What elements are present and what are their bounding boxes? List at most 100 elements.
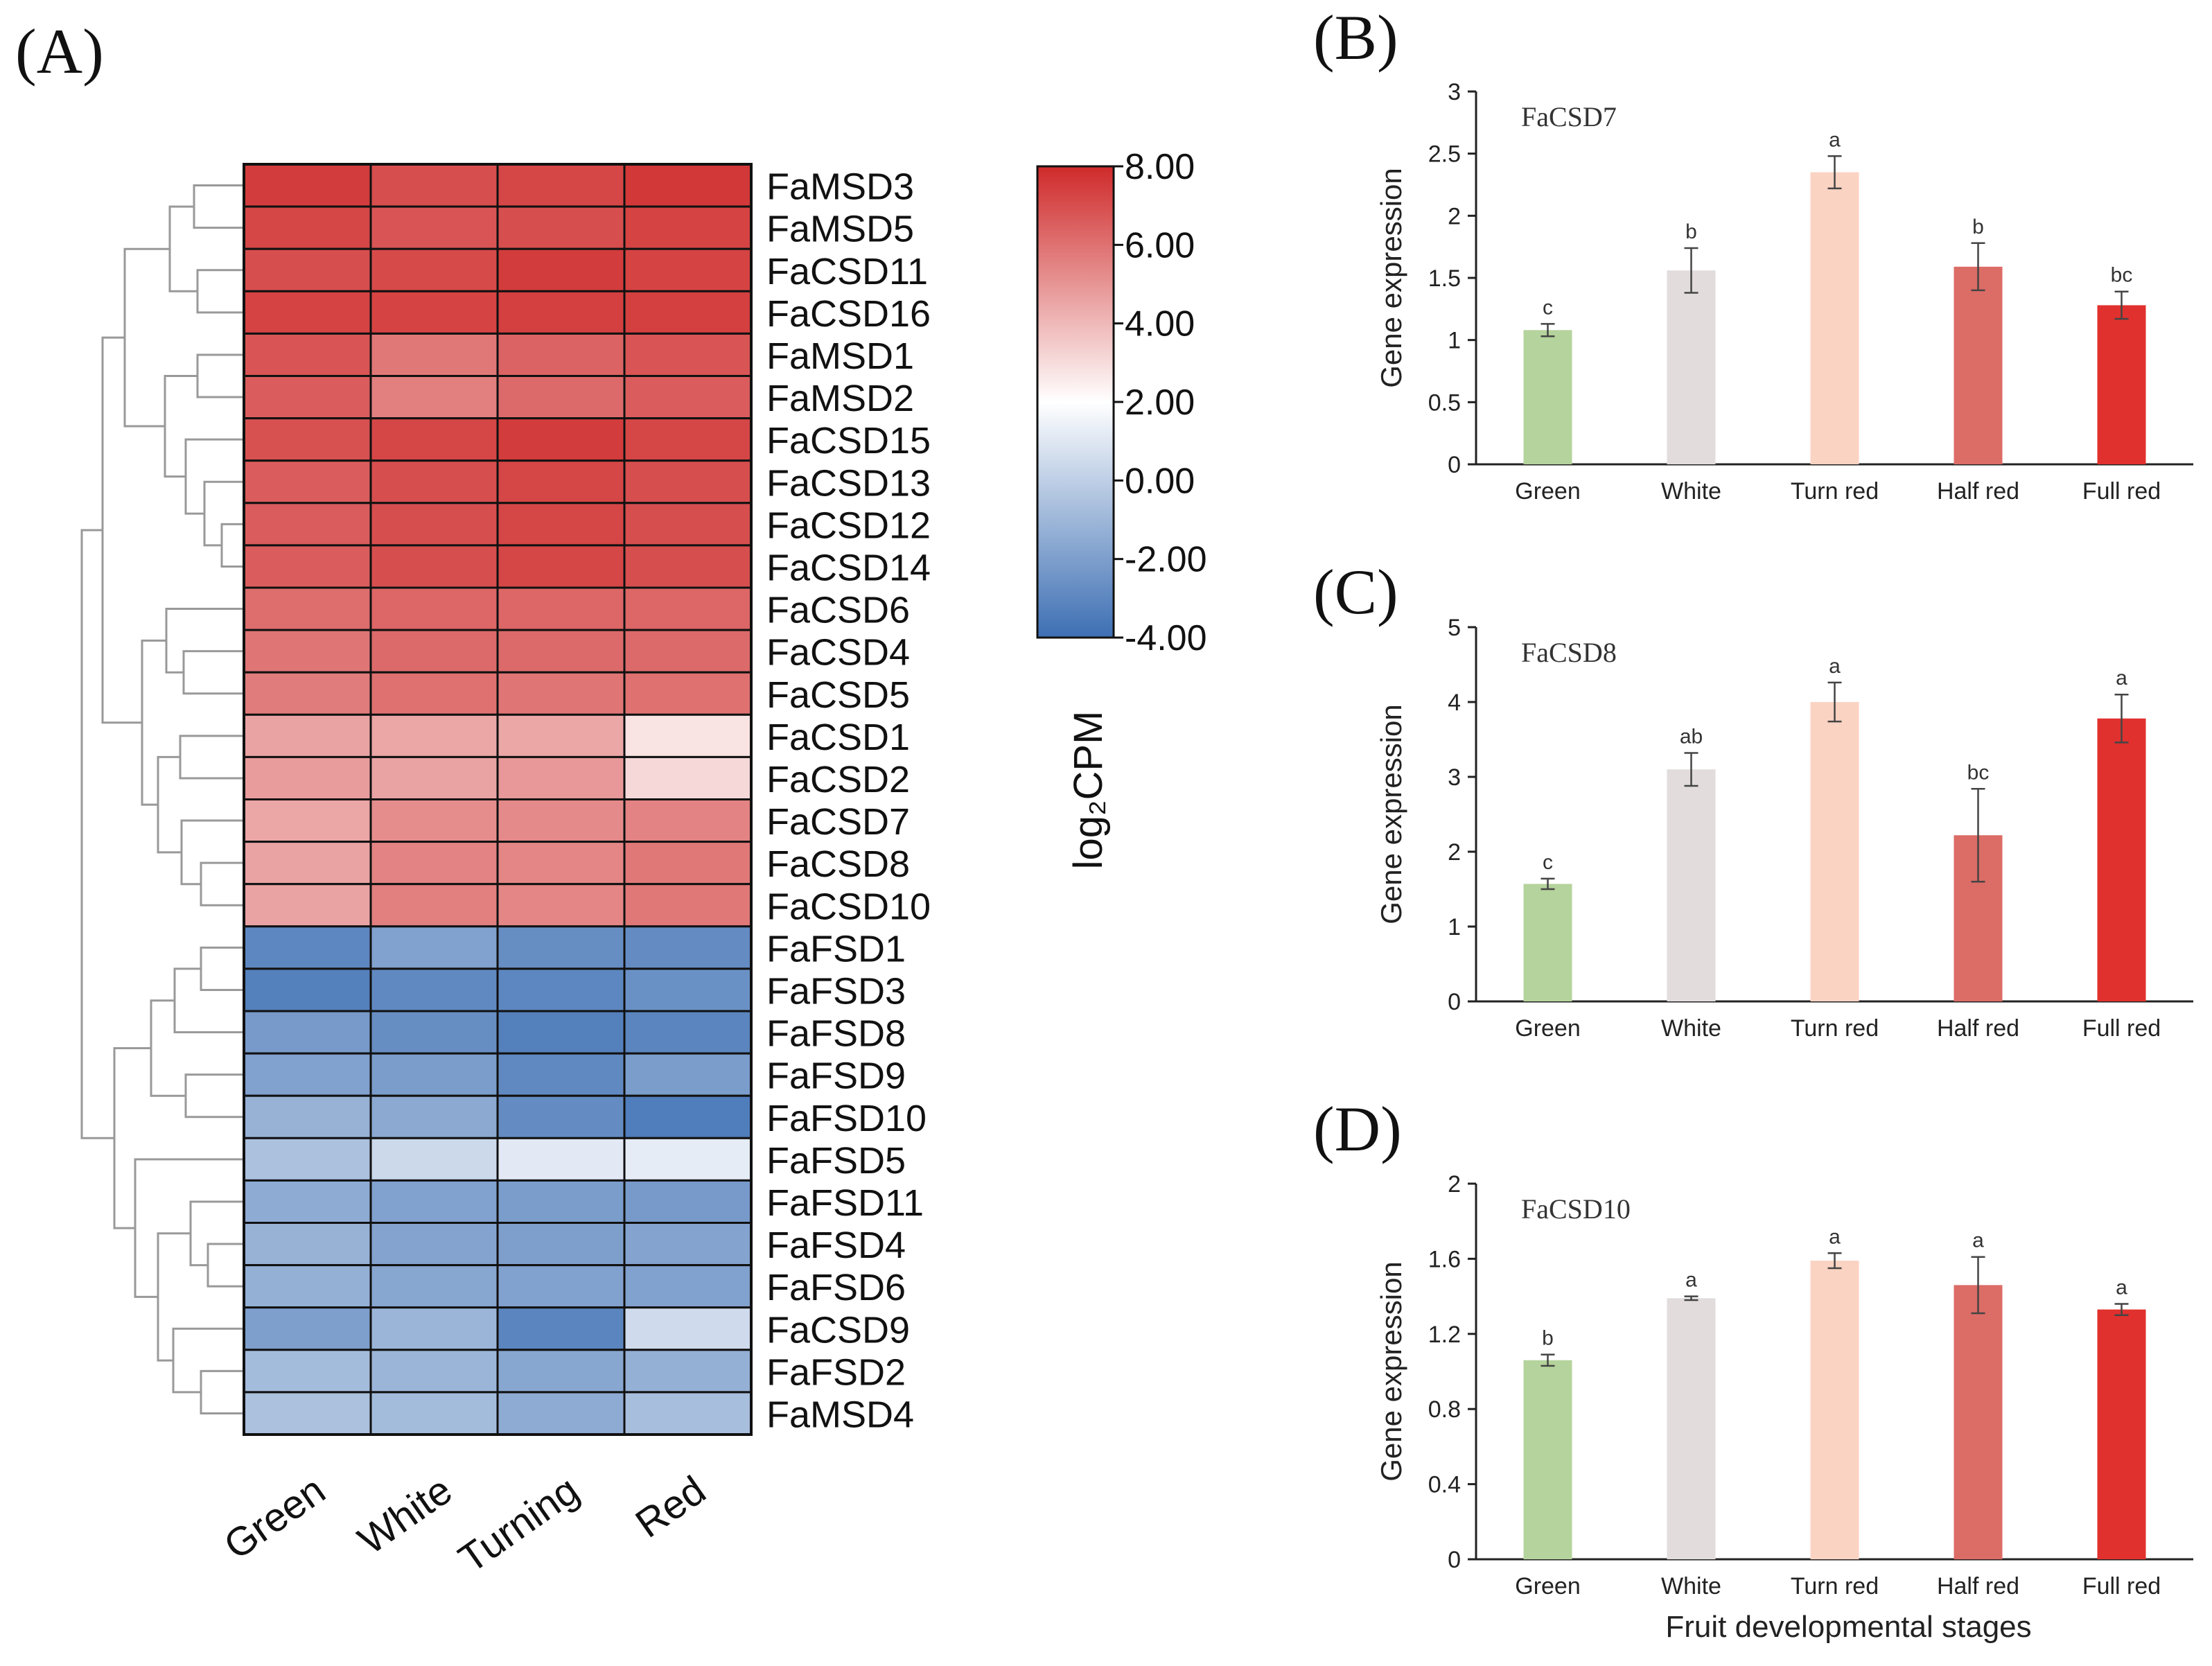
y-tick-label-facsd8-5: 5 (1448, 615, 1461, 641)
heat-cell-facsd1-green (243, 713, 372, 758)
heat-cell-fafsd8-turning (496, 1010, 626, 1055)
heat-cell-facsd9-turning (496, 1306, 626, 1351)
column-label-green: Green (216, 1467, 333, 1568)
heat-cell-facsd1-white (369, 713, 499, 758)
colorbar-tick-label-8-00: 8.00 (1125, 147, 1195, 187)
heat-cell-fafsd5-turning (496, 1137, 626, 1182)
heat-cell-fafsd3-turning (496, 967, 626, 1012)
y-tick-label-facsd10-2: 0.8 (1428, 1396, 1461, 1423)
heat-cell-facsd4-green (243, 629, 372, 674)
heat-cell-fafsd9-white (369, 1052, 499, 1097)
x-tick-label-facsd7-half-red: Half red (1937, 478, 2019, 505)
y-axis-label-facsd8: Gene expression (1375, 704, 1407, 924)
dendrogram-branch-b1 (182, 650, 244, 695)
row-label-famsd3: FaMSD3 (766, 166, 914, 208)
y-tick-label-facsd8-1: 1 (1448, 914, 1461, 940)
x-tick-label-facsd10-full-red: Full red (2082, 1573, 2161, 1599)
row-label-facsd4: FaCSD4 (766, 632, 910, 674)
dendrogram-branch-c3 (184, 1073, 244, 1119)
heat-cell-facsd12-turning (496, 502, 626, 547)
significance-letter-facsd8-green: c (1543, 851, 1553, 874)
heat-cell-facsd13-turning (496, 459, 626, 505)
heat-cell-fafsd8-red (623, 1010, 753, 1055)
y-tick-label-facsd7-0: 0 (1448, 452, 1461, 478)
dendrogram-branch-b7 (141, 639, 166, 806)
y-tick-label-facsd8-3: 3 (1448, 764, 1461, 791)
colorbar-tick-label-4-00: 4.00 (1125, 304, 1195, 344)
heat-cell-facsd13-white (369, 459, 499, 505)
heat-cell-fafsd6-white (369, 1264, 499, 1309)
bar-facsd10-full-red (2097, 1309, 2146, 1559)
heat-cell-facsd11-red (623, 247, 753, 292)
dendrogram-branch-a1 (193, 184, 244, 229)
row-label-fafsd3: FaFSD3 (766, 970, 906, 1012)
heat-cell-facsd12-green (243, 502, 372, 547)
dendrogram-branch-b8 (101, 336, 142, 724)
heat-cell-facsd7-turning (496, 798, 626, 843)
heat-cell-fafsd5-green (243, 1137, 372, 1182)
heat-cell-facsd14-green (243, 544, 372, 589)
heat-cell-facsd5-white (369, 671, 499, 716)
heat-cell-fafsd2-red (623, 1349, 753, 1394)
x-tick-label-facsd10-green: Green (1515, 1573, 1581, 1599)
heat-cell-facsd11-green (243, 247, 372, 292)
heat-cell-facsd16-white (369, 290, 499, 335)
x-tick-label-facsd8-white: White (1661, 1015, 1721, 1042)
dendrogram-branch-a4 (196, 353, 244, 398)
bar-chart-facsd8: (C) FaCSD8 0 1 2 3 4 5 Gene expression c Green ab Wh… (1313, 556, 2193, 1042)
heat-cell-fafsd4-white (369, 1222, 499, 1267)
heat-cell-facsd15-turning (496, 417, 626, 462)
y-tick-label-facsd7-2: 1 (1448, 328, 1461, 354)
dendrogram-branch-c4 (150, 999, 186, 1097)
y-tick-label-facsd8-0: 0 (1448, 989, 1461, 1015)
x-tick-label-facsd7-green: Green (1515, 478, 1581, 505)
significance-letter-facsd8-turn-red: a (1829, 655, 1841, 678)
heat-cell-famsd3-green (243, 163, 372, 208)
heatmap-cells (243, 163, 753, 1436)
heat-cell-facsd9-green (243, 1306, 372, 1351)
significance-letter-facsd7-green: c (1543, 296, 1553, 319)
significance-letter-facsd10-full-red: a (2116, 1276, 2127, 1299)
panel-label-facsd10: (D) (1313, 1094, 1402, 1164)
significance-letter-facsd10-half-red: a (1972, 1229, 1984, 1252)
dendrogram-branch-b3 (179, 735, 244, 780)
heat-cell-famsd1-red (623, 332, 753, 377)
heat-cell-fafsd6-green (243, 1264, 372, 1309)
column-label-white: White (350, 1467, 460, 1563)
heat-cell-fafsd4-green (243, 1222, 372, 1267)
y-tick-label-facsd7-5: 2.5 (1428, 141, 1461, 168)
y-tick-label-facsd8-2: 2 (1448, 839, 1461, 866)
y-tick-label-facsd8-4: 4 (1448, 690, 1461, 716)
bar-facsd10-green (1523, 1360, 1572, 1559)
dendrogram-branch-d2 (189, 1200, 244, 1267)
dendrogram-branch-a8 (164, 375, 198, 478)
bar-facsd10-turn-red (1810, 1261, 1859, 1559)
heat-cell-fafsd2-white (369, 1349, 499, 1394)
heat-cell-facsd2-white (369, 755, 499, 801)
bar-chart-facsd10: (D) FaCSD10 0 0.4 0.8 1.2 1.6 2 Gene expression b… (1313, 1094, 2193, 1644)
dendrogram-branch-c1 (200, 946, 244, 991)
heat-cell-famsd2-white (369, 375, 499, 420)
column-label-turning: Turning (450, 1467, 587, 1581)
heat-cell-famsd1-green (243, 332, 372, 377)
gene-title-facsd8: FaCSD8 (1521, 637, 1617, 668)
colorbar: 8.00 6.00 4.00 2.00 0.00 -2.00 -4.00 log₂CPM (1036, 147, 1207, 869)
significance-letter-facsd7-white: b (1685, 220, 1697, 243)
x-tick-label-facsd10-turn-red: Turn red (1791, 1573, 1879, 1599)
row-label-facsd13: FaCSD13 (766, 462, 931, 504)
y-tick-label-facsd10-3: 1.2 (1428, 1322, 1461, 1348)
heat-cell-facsd8-red (623, 841, 753, 886)
significance-letter-facsd8-white: ab (1680, 725, 1703, 748)
heat-cell-facsd13-green (243, 459, 372, 505)
row-label-fafsd11: FaFSD11 (766, 1182, 924, 1224)
heat-cell-facsd7-green (243, 798, 372, 843)
heat-cell-facsd8-green (243, 841, 372, 886)
heat-cell-facsd11-white (369, 247, 499, 292)
dendrogram-branch-a2 (196, 269, 244, 314)
heat-cell-facsd12-red (623, 502, 753, 547)
dendrogram-branch-b2 (165, 608, 244, 674)
bar-facsd8-turn-red (1810, 702, 1859, 1001)
heat-cell-facsd15-green (243, 417, 372, 462)
heat-cell-facsd1-turning (496, 713, 626, 758)
